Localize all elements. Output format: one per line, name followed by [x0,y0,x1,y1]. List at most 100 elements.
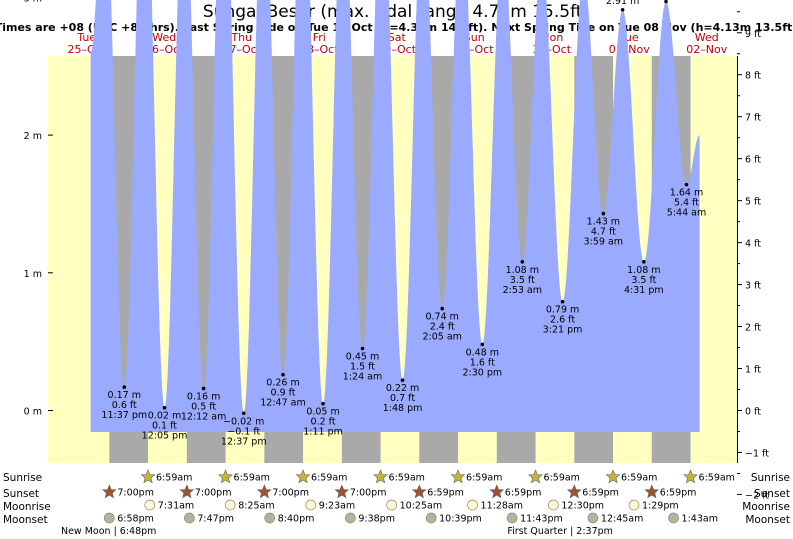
sunset-time: 7:00pm [117,488,154,499]
moonrise-moon-icon [548,499,559,511]
sunrise-star-icon [605,469,621,484]
low-tide-marker: 0.79 m2.6 ft3:21 pm [543,299,583,336]
tide-mlab: 0.48 m [466,347,499,358]
moonrise-row-label-left: Moonrise [3,501,51,513]
sunrise-time: 6:59am [311,473,347,484]
high-tide-marker: 9:57 am9.5 ft2.91 m [606,0,639,12]
tide-point [241,411,246,416]
right-tick-label: −2 ft [745,490,769,501]
low-tide-marker: 1.64 m5.4 ft5:44 am [667,182,706,219]
tide-mlab: 0.02 m [148,411,181,422]
tide-time: 3:21 pm [543,325,583,336]
tide-mlab: 0.74 m [425,312,458,323]
tide-time: 12:05 pm [142,431,188,442]
sunset-time: 6:59pm [505,488,542,499]
moonrise-moon-icon [305,499,317,511]
tide-area [90,0,700,432]
right-tick-label: 5 ft [745,197,761,208]
right-tick-label: 1 ft [745,365,761,376]
sunrise-star-icon [295,469,311,484]
tide-time: 11:37 pm [101,410,147,421]
sunset-star-icon [101,484,117,499]
tide-time: 2:05 am [422,332,461,343]
low-tide-marker: 1.08 m3.5 ft4:31 pm [624,259,664,296]
tide-mlab: 0.17 m [108,390,141,401]
tide-point [321,401,325,406]
sunset-time: 7:00pm [350,488,387,499]
tide-point [440,306,445,311]
moonset-time: 8:40pm [278,514,315,525]
moonset-moon-icon [103,512,115,524]
moonrise-moon-icon [386,499,397,511]
day-name: Sat [388,31,407,44]
moonset-time: 6:58pm [117,514,154,525]
tide-mlab: 2.91 m [606,0,639,7]
tide-mlab: 1.08 m [627,265,660,276]
sunrise-star-icon [528,469,543,484]
row-labels: Sunrise Sunset Moonrise Moonset Sunrise … [3,472,790,526]
tide-time: 4:31 pm [624,285,664,296]
moonset-moon-icon [506,512,518,524]
tide-point [642,259,646,264]
sunset-star-icon [566,484,582,499]
sunrise-row-label-right: Sunrise [751,472,790,484]
low-tide-marker: 0.74 m2.4 ft2:05 am [422,306,462,343]
right-tick-label: −1 ft [745,448,769,459]
tide-time: 12:47 am [260,398,305,409]
left-tick-label: 2 m [24,131,42,142]
tide-time: 12:37 pm [221,436,267,447]
tide-mlab: 0.16 m [187,391,220,402]
day-name: Thu [230,31,252,44]
moonrise-time: 11:28am [481,501,523,512]
sunset-star-icon [411,484,427,499]
sunset-star-icon [256,484,272,499]
tide-point [162,405,167,410]
moonset-moon-icon [587,512,599,524]
tide-time: 2:30 pm [463,367,503,378]
sunrise-star-icon [218,469,233,484]
sunrise-time: 6:59am [466,473,502,484]
low-tide-marker: 1.08 m3.5 ft2:53 am [503,259,542,296]
left-tick-label: 0 m [24,407,42,418]
tide-point [601,211,606,216]
tide-curve [90,0,700,432]
tide-ft: 3.5 ft [510,275,535,286]
sunset-row-label-right: Sunset [754,488,790,500]
moonrise-time: 7:31am [158,501,194,512]
tide-mlab: 1.43 m [587,217,620,228]
low-tide-marker: 0.48 m1.6 ft2:30 pm [463,342,503,378]
moonset-moon-icon [668,512,679,524]
moonrise-moon-icon [144,499,156,511]
day-name: Wed [152,31,176,44]
tide-time: 3:59 am [584,237,623,248]
tide-mlab: 0.22 m [386,383,419,394]
moonset-moon-icon [264,512,276,524]
tide-ft: 0.2 ft [311,417,336,428]
moonset-time: 12:45am [601,514,643,525]
tide-point [122,385,127,389]
day-date: 27–Oct [222,43,261,56]
sunrise-star-icon [683,469,698,484]
tide-mlab: 1.64 m [670,188,703,199]
tide-time: 2:53 am [503,285,542,296]
moonrise-time: 12:30pm [561,501,604,512]
low-tide-marker: 0.05 m0.2 ft1:11 pm [303,401,343,438]
moonset-time: 7:47pm [197,514,234,525]
day-date: 01–Nov [609,43,650,56]
right-tick-label: 4 ft [745,239,761,250]
moonrise-time: 1:29pm [642,501,679,512]
sunset-time: 7:00pm [195,488,232,499]
tide-point [201,386,206,391]
tide-mlab: 0.79 m [546,305,579,316]
tide-ft: 0.7 ft [390,393,415,404]
right-tick-label: 8 ft [745,71,761,82]
sunrise-time: 6:59am [699,473,735,484]
sunset-star-icon [334,484,350,499]
sunset-time: 6:59pm [660,488,697,499]
